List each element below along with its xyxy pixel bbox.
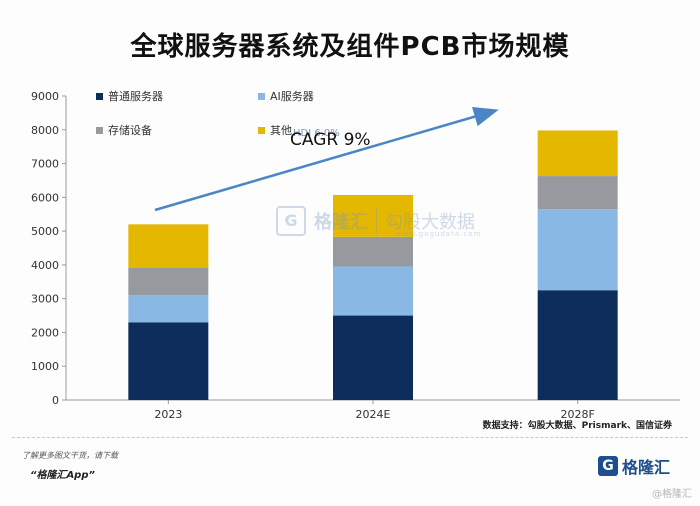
legend-overlap-text: HDI 6.0% bbox=[293, 128, 340, 139]
bar-segment bbox=[537, 209, 618, 291]
legend-label: 其他 bbox=[270, 124, 292, 137]
chart-title: 全球服务器系统及组件PCB市场规模 bbox=[130, 32, 570, 62]
bar-segment bbox=[333, 236, 413, 267]
y-tick-label: 6000 bbox=[31, 191, 59, 204]
bar-segment bbox=[537, 290, 618, 400]
x-tick-label: 2023 bbox=[154, 408, 182, 421]
bar-segment bbox=[537, 176, 618, 210]
data-source: 数据支持：勾股大数据、Prismark、国信证券 bbox=[482, 421, 672, 431]
bar-segment bbox=[128, 322, 209, 400]
brand-logo: G 格隆汇 bbox=[598, 454, 670, 478]
y-tick-label: 5000 bbox=[31, 225, 59, 238]
stacked-bar-chart: 0 1000 2000 3000 4000 5000 6000 7000 8000 9000 202… bbox=[31, 89, 680, 421]
x-tick-label: 2024E bbox=[356, 408, 391, 421]
bar-segment bbox=[333, 194, 413, 237]
watermark-name: 格隆汇 bbox=[314, 212, 368, 233]
bars bbox=[128, 130, 618, 400]
legend-swatch bbox=[258, 127, 265, 134]
annotation: CAGR 9% bbox=[154, 107, 499, 212]
legend-swatch bbox=[258, 93, 265, 100]
watermark-logo-icon: G bbox=[276, 206, 306, 236]
bar-segment bbox=[128, 224, 209, 268]
y-tick-label: 3000 bbox=[31, 293, 59, 306]
bar-segment bbox=[333, 315, 413, 400]
legend-swatch bbox=[96, 127, 103, 134]
center-watermark: G 格隆汇 勾股大数据 www.gogudata.com bbox=[276, 206, 480, 238]
legend-swatch bbox=[96, 93, 103, 100]
footer-divider bbox=[12, 437, 688, 438]
watermark-url: www.gogudata.com bbox=[396, 230, 482, 238]
bar-segment bbox=[128, 295, 209, 323]
y-tick-label: 9000 bbox=[31, 90, 59, 103]
bar-segment bbox=[333, 266, 413, 316]
y-tick-label: 4000 bbox=[31, 259, 59, 272]
y-tick-label: 0 bbox=[52, 394, 59, 407]
footer-prompt: 了解更多图文干货，请下载 bbox=[22, 451, 118, 460]
y-tick-label: 8000 bbox=[31, 124, 59, 137]
legend-label: 存储设备 bbox=[108, 123, 152, 137]
legend-label: 普通服务器 bbox=[108, 89, 163, 103]
bar-segment bbox=[128, 267, 209, 296]
footer-app-name: “格隆汇App” bbox=[30, 470, 95, 481]
watermark-separator bbox=[376, 208, 377, 234]
y-tick-label: 1000 bbox=[31, 360, 59, 373]
x-tick-label: 2028F bbox=[561, 408, 595, 421]
cagr-label: CAGR 9% bbox=[290, 130, 371, 150]
brand-name: 格隆汇 bbox=[622, 458, 671, 477]
y-tick-label: 7000 bbox=[31, 158, 59, 171]
legend-label: AI服务器 bbox=[270, 90, 314, 103]
y-tick-label: 2000 bbox=[31, 326, 59, 339]
corner-watermark: @格隆汇 bbox=[652, 489, 692, 500]
brand-logo-icon: G bbox=[598, 456, 618, 476]
bar-segment bbox=[537, 130, 618, 177]
cagr-arrow bbox=[154, 107, 499, 212]
watermark-name-2: 勾股大数据 bbox=[385, 212, 475, 233]
